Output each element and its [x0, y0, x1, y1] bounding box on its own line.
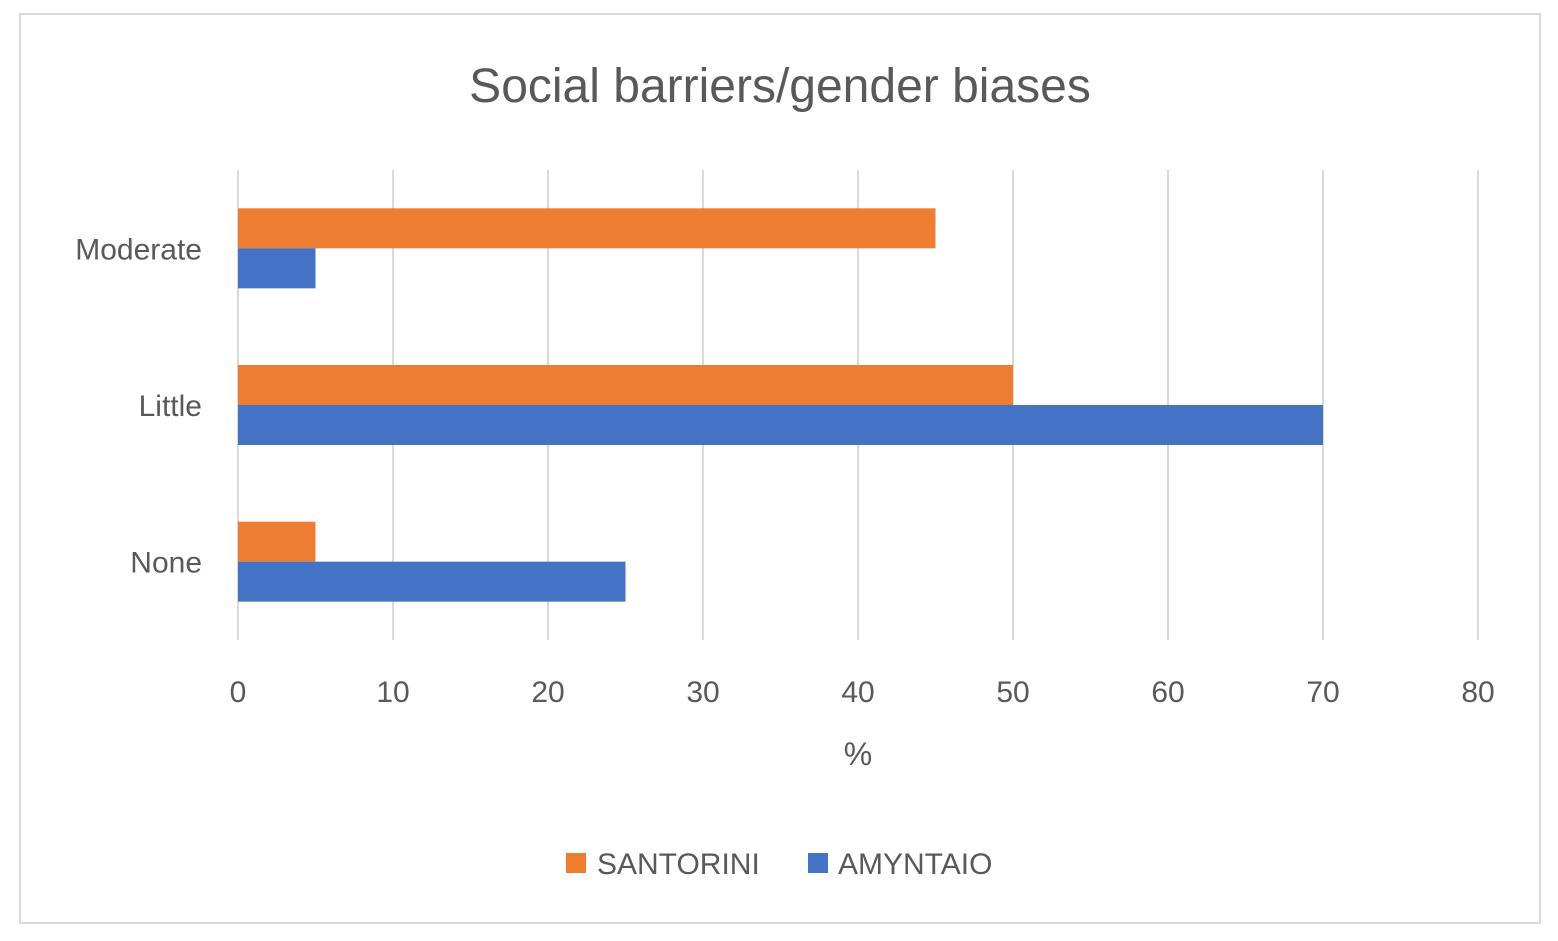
bar-santorini-little — [238, 365, 1013, 405]
x-tick-label: 80 — [1461, 676, 1494, 709]
bar-amyntaio-moderate — [238, 248, 316, 289]
chart-frame — [19, 13, 1541, 924]
bar-amyntaio-none — [238, 561, 626, 602]
chart-title: Social barriers/gender biases — [469, 60, 1091, 113]
legend-label-santorini: SANTORINI — [597, 848, 760, 881]
x-tick-label: 50 — [996, 676, 1029, 709]
category-label: Little — [139, 390, 202, 423]
x-tick-label: 10 — [376, 676, 409, 709]
bar-santorini-moderate — [238, 208, 936, 249]
legend-swatch-amyntaio — [808, 853, 828, 873]
x-tick-labels: 0 10 20 30 40 50 60 70 80 — [230, 676, 1495, 709]
x-tick-label: 70 — [1306, 676, 1339, 709]
bar-santorini-none — [238, 521, 316, 562]
bars — [238, 208, 1323, 602]
x-tick-label: 40 — [841, 676, 874, 709]
x-tick-label: 60 — [1151, 676, 1184, 709]
category-label: None — [130, 547, 202, 580]
legend: SANTORINI AMYNTAIO — [566, 848, 992, 881]
bar-amyntaio-little — [238, 405, 1323, 445]
x-tick-label: 20 — [531, 676, 564, 709]
x-tick-label: 30 — [686, 676, 719, 709]
x-tick-label: 0 — [230, 676, 247, 709]
x-axis-title: % — [844, 736, 872, 772]
legend-swatch-santorini — [566, 853, 586, 873]
category-label: Moderate — [75, 233, 202, 266]
legend-label-amyntaio: AMYNTAIO — [838, 848, 992, 881]
category-labels: Moderate Little None — [75, 233, 202, 579]
